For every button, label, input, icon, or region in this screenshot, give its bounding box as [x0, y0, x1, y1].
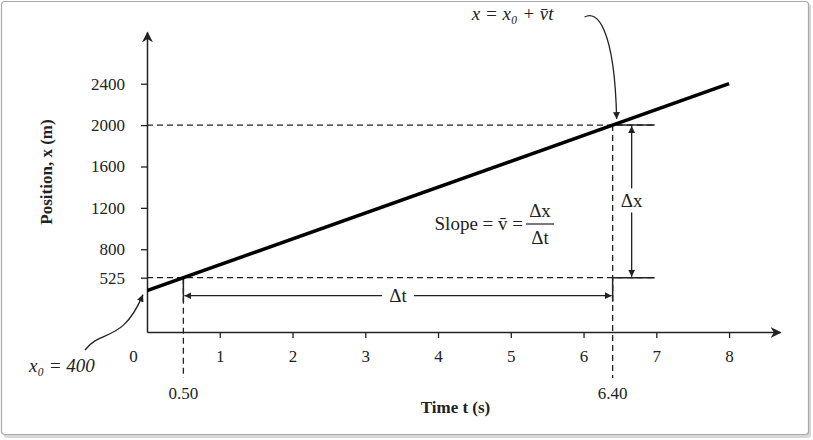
dx-label: Δx: [621, 190, 643, 211]
y-axis-line: [147, 33, 149, 333]
y-tick-mark: [141, 125, 147, 126]
x-tick: 1: [216, 332, 225, 366]
y-tick: 2000: [91, 116, 147, 135]
x-tick: 5: [507, 332, 516, 366]
x-tick-mark: [292, 332, 293, 338]
interval-label: 0.50: [169, 384, 199, 403]
y-tick-label: 1600: [91, 157, 125, 176]
x-tick-mark: [583, 332, 584, 338]
interval-label: 6.40: [598, 384, 628, 403]
slope-denominator: Δt: [531, 227, 549, 248]
fraction-bar: [526, 223, 554, 224]
x0-label: x₀ = 400: [28, 355, 95, 376]
y-tick: 2400: [91, 75, 147, 94]
x-tick: 3: [362, 332, 371, 366]
interval-end-tick: [612, 278, 614, 302]
y-tick-label: 2400: [91, 75, 125, 94]
x-tick: 2: [289, 332, 298, 366]
vertical-guide: [612, 125, 613, 378]
x-tick-label: 1: [216, 347, 225, 366]
plot: Δt Δx 0.50 6.40 0 1 2 3 4 5 6 7 8 525 800 1200 1600 2000 2…: [28, 3, 781, 403]
annotations: x = x₀ + v̄t Slope = v̄ = Δx Δt x₀ = 400: [28, 3, 617, 376]
x-tick-label: 8: [725, 347, 734, 366]
x0-arrow: [85, 295, 143, 350]
dx-label-bg: [616, 188, 648, 212]
y-axis: 525 800 1200 1600 2000 2400: [91, 33, 148, 333]
frame: [2, 2, 809, 435]
interval-end-tick: [183, 278, 185, 302]
y-tick-label: 800: [100, 240, 126, 259]
x-axis: 0 1 2 3 4 5 6 7 8: [129, 332, 780, 366]
x-tick-mark: [220, 332, 221, 338]
y-tick: 525: [100, 269, 148, 288]
y-tick: 1600: [91, 157, 147, 176]
horizontal-guide: [147, 124, 655, 125]
x-axis-line: [148, 332, 781, 334]
x-tick-label: 6: [580, 347, 589, 366]
x-tick-label: 2: [289, 347, 298, 366]
y-tick-label: 2000: [91, 116, 125, 135]
y-tick-mark: [141, 208, 147, 209]
x-tick: 8: [725, 332, 734, 366]
x-tick-label: 4: [434, 347, 443, 366]
equation-arrow: [585, 16, 617, 120]
x-tick-mark: [365, 332, 366, 338]
x-tick-mark: [438, 332, 439, 338]
x-tick: 6: [580, 332, 589, 366]
x-tick: 4: [434, 332, 443, 366]
x-tick-label: 3: [362, 347, 371, 366]
position-line: [147, 84, 729, 291]
slope-label: Slope = v̄ =: [435, 213, 523, 234]
y-tick-label: 1200: [91, 199, 125, 218]
y-tick-mark: [141, 249, 147, 250]
equation-label: x = x₀ + v̄t: [471, 3, 555, 24]
x-tick-mark: [511, 332, 512, 338]
x-tick-mark: [147, 332, 148, 338]
x-tick: 0: [129, 332, 147, 366]
x-axis-title: Time t (s): [421, 398, 491, 417]
dt-label-bg: [382, 285, 414, 307]
vertical-guide: [183, 278, 184, 378]
y-tick: 1200: [91, 199, 147, 218]
dt-label: Δt: [389, 285, 407, 306]
x-tick-mark: [656, 332, 657, 338]
x-tick-label: 0: [129, 347, 138, 366]
y-tick-mark: [141, 166, 147, 167]
slope-numerator: Δx: [529, 200, 551, 221]
chart-container: Δt Δx 0.50 6.40 0 1 2 3 4 5 6 7 8 525 800 1200 1600 2000 2…: [0, 0, 813, 440]
y-tick: 800: [100, 240, 148, 259]
horizontal-guide: [147, 277, 655, 278]
marks: [147, 84, 729, 291]
y-tick-mark: [141, 278, 147, 279]
x-tick-mark: [729, 332, 730, 338]
chart-svg: Δt Δx 0.50 6.40 0 1 2 3 4 5 6 7 8 525 800 1200 1600 2000 2…: [0, 0, 813, 440]
x-tick-label: 5: [507, 347, 516, 366]
x-tick: 7: [653, 332, 662, 366]
guides: Δt Δx: [147, 125, 655, 378]
dx-bracket: [613, 277, 655, 279]
y-tick-mark: [141, 84, 147, 85]
y-tick-label: 525: [100, 269, 126, 288]
x-tick-label: 7: [653, 347, 662, 366]
y-axis-title: Position, x (m): [37, 119, 56, 224]
